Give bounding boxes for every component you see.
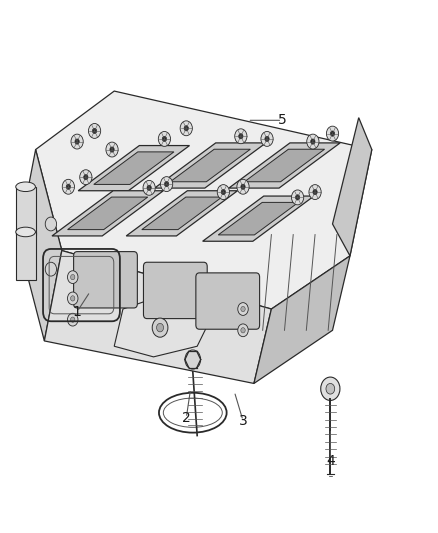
Polygon shape: [52, 191, 163, 236]
Circle shape: [295, 195, 300, 200]
Circle shape: [309, 184, 321, 199]
Circle shape: [180, 121, 192, 136]
Circle shape: [45, 217, 57, 231]
Circle shape: [221, 189, 226, 195]
Circle shape: [238, 324, 248, 337]
Circle shape: [71, 296, 75, 301]
Circle shape: [238, 303, 248, 316]
Circle shape: [185, 350, 201, 369]
Circle shape: [80, 169, 92, 184]
Ellipse shape: [16, 182, 35, 191]
Circle shape: [239, 134, 243, 139]
Circle shape: [147, 185, 151, 190]
Circle shape: [62, 179, 74, 194]
Text: 1: 1: [73, 305, 81, 319]
Polygon shape: [332, 118, 372, 256]
Circle shape: [71, 134, 83, 149]
Circle shape: [313, 189, 317, 195]
Circle shape: [71, 317, 75, 322]
Circle shape: [158, 132, 170, 147]
Circle shape: [217, 184, 230, 199]
Circle shape: [106, 142, 118, 157]
Text: 2: 2: [182, 411, 191, 425]
Circle shape: [156, 324, 163, 332]
Polygon shape: [18, 150, 62, 341]
Circle shape: [307, 134, 319, 149]
Circle shape: [291, 190, 304, 205]
Polygon shape: [142, 197, 222, 230]
Circle shape: [143, 180, 155, 195]
Circle shape: [71, 274, 75, 280]
FancyBboxPatch shape: [196, 273, 260, 329]
Circle shape: [265, 136, 269, 142]
Circle shape: [241, 184, 245, 189]
Circle shape: [261, 132, 273, 147]
FancyBboxPatch shape: [144, 262, 207, 319]
Circle shape: [160, 176, 173, 191]
Polygon shape: [114, 298, 210, 357]
Circle shape: [235, 129, 247, 144]
Circle shape: [311, 139, 315, 144]
Polygon shape: [170, 149, 251, 182]
Circle shape: [237, 179, 249, 194]
Circle shape: [45, 262, 57, 276]
Circle shape: [152, 318, 168, 337]
Circle shape: [67, 271, 78, 284]
Polygon shape: [218, 203, 298, 235]
Circle shape: [75, 139, 79, 144]
Polygon shape: [229, 143, 340, 188]
Circle shape: [321, 377, 340, 400]
Text: 4: 4: [326, 454, 335, 467]
Circle shape: [326, 383, 335, 394]
Polygon shape: [244, 149, 325, 182]
Circle shape: [164, 181, 169, 187]
Circle shape: [162, 136, 166, 142]
Polygon shape: [78, 146, 190, 191]
Circle shape: [110, 147, 114, 152]
Circle shape: [88, 124, 101, 139]
Circle shape: [92, 128, 97, 134]
FancyBboxPatch shape: [74, 252, 138, 308]
Circle shape: [184, 126, 188, 131]
Polygon shape: [155, 143, 266, 188]
Text: 5: 5: [278, 114, 287, 127]
Polygon shape: [44, 251, 272, 383]
Polygon shape: [126, 191, 237, 236]
Text: 3: 3: [239, 414, 247, 427]
Polygon shape: [16, 232, 35, 280]
Polygon shape: [203, 196, 314, 241]
Circle shape: [67, 292, 78, 305]
Polygon shape: [16, 187, 35, 235]
Ellipse shape: [16, 227, 35, 237]
Polygon shape: [67, 197, 148, 230]
Circle shape: [66, 184, 71, 189]
Polygon shape: [94, 152, 174, 184]
Circle shape: [330, 131, 335, 136]
Circle shape: [67, 313, 78, 326]
Polygon shape: [254, 256, 350, 383]
Circle shape: [84, 174, 88, 180]
Circle shape: [241, 306, 245, 312]
Polygon shape: [35, 91, 372, 309]
Circle shape: [241, 328, 245, 333]
Circle shape: [326, 126, 339, 141]
